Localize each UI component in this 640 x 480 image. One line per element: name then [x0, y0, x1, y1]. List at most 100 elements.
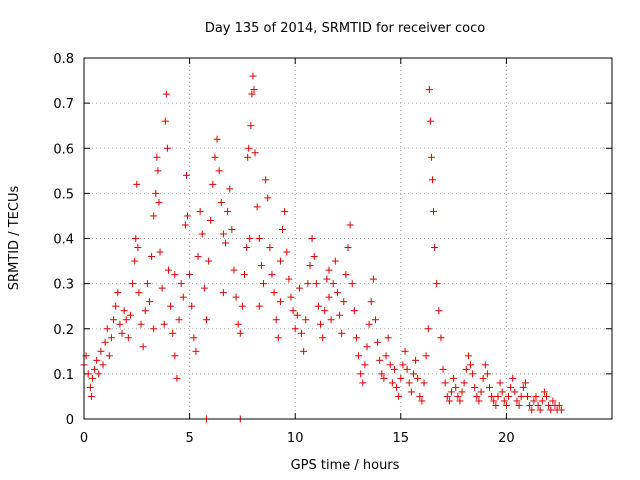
- data-point: [88, 374, 96, 382]
- data-point: [488, 392, 496, 400]
- data-point: [175, 316, 183, 324]
- data-point: [219, 289, 227, 297]
- data-point: [141, 307, 149, 315]
- data-point: [445, 397, 453, 405]
- data-point: [540, 388, 548, 396]
- data-point: [186, 271, 194, 279]
- data-point: [179, 293, 187, 301]
- data-point: [285, 275, 293, 283]
- data-point: [279, 225, 287, 233]
- data-point: [169, 329, 177, 337]
- data-point: [536, 406, 544, 414]
- data-point: [344, 244, 352, 252]
- data-point: [150, 325, 158, 333]
- data-point: [207, 216, 215, 224]
- data-point: [526, 401, 534, 409]
- data-point: [401, 347, 409, 355]
- data-point: [129, 280, 137, 288]
- data-point: [272, 316, 280, 324]
- data-point: [456, 397, 464, 405]
- data-point: [481, 361, 489, 369]
- data-point: [163, 144, 171, 152]
- data-point: [99, 361, 107, 369]
- data-point: [234, 320, 242, 328]
- data-point: [319, 334, 327, 342]
- data-point: [519, 383, 527, 391]
- y-axis-label: SRMTID / TECUs: [7, 186, 22, 291]
- data-point: [317, 320, 325, 328]
- data-point: [464, 352, 472, 360]
- data-point: [101, 338, 109, 346]
- data-point: [95, 370, 103, 378]
- data-point: [153, 153, 161, 161]
- data-point: [532, 392, 540, 400]
- data-point: [173, 374, 181, 382]
- data-point: [171, 271, 179, 279]
- data-point: [420, 379, 428, 387]
- y-tick-label: 0.3: [53, 278, 74, 293]
- data-point: [116, 320, 124, 328]
- data-point: [118, 329, 126, 337]
- data-point: [232, 293, 240, 301]
- data-point: [430, 207, 438, 215]
- data-point: [248, 90, 256, 98]
- data-point: [91, 365, 99, 373]
- data-point: [515, 401, 523, 409]
- data-point: [521, 379, 529, 387]
- data-point: [450, 374, 458, 382]
- data-point: [361, 361, 369, 369]
- data-point: [543, 392, 551, 400]
- data-point: [139, 343, 147, 351]
- data-point: [164, 266, 172, 274]
- data-point: [338, 329, 346, 337]
- data-point: [110, 316, 118, 324]
- data-point: [323, 275, 331, 283]
- data-point: [289, 307, 297, 315]
- data-point: [194, 253, 202, 261]
- data-point: [350, 307, 358, 315]
- data-point: [133, 180, 141, 188]
- data-point: [266, 244, 274, 252]
- data-point: [257, 262, 265, 270]
- data-point: [217, 198, 225, 206]
- data-point: [308, 235, 316, 242]
- data-point: [224, 207, 232, 215]
- data-point: [283, 248, 291, 256]
- data-point: [181, 221, 189, 229]
- data-point: [196, 207, 204, 215]
- data-points: [80, 72, 565, 423]
- data-point: [302, 316, 310, 324]
- data-point: [160, 320, 168, 328]
- data-point: [333, 289, 341, 297]
- data-point: [331, 257, 339, 265]
- data-point: [281, 207, 289, 215]
- data-point: [479, 374, 487, 382]
- data-point: [190, 334, 198, 342]
- data-point: [325, 266, 333, 274]
- data-point: [306, 262, 314, 270]
- data-point: [477, 388, 485, 396]
- data-point: [120, 307, 128, 315]
- data-point: [403, 365, 411, 373]
- data-point: [443, 392, 451, 400]
- data-point: [226, 185, 234, 193]
- data-point: [155, 198, 163, 206]
- data-point: [84, 370, 92, 378]
- data-point: [547, 406, 555, 414]
- data-point: [528, 406, 536, 414]
- data-point: [107, 334, 115, 342]
- data-point: [167, 302, 175, 310]
- data-point: [325, 293, 333, 301]
- data-point: [304, 280, 312, 288]
- data-point: [454, 392, 462, 400]
- data-point: [312, 280, 320, 288]
- data-point: [230, 266, 238, 274]
- data-point: [374, 338, 382, 346]
- data-point: [245, 144, 253, 152]
- x-tick-label: 5: [185, 431, 193, 446]
- data-point: [384, 334, 392, 342]
- data-point: [131, 257, 139, 265]
- data-point: [238, 302, 246, 310]
- data-point: [177, 280, 185, 288]
- data-point: [202, 316, 210, 324]
